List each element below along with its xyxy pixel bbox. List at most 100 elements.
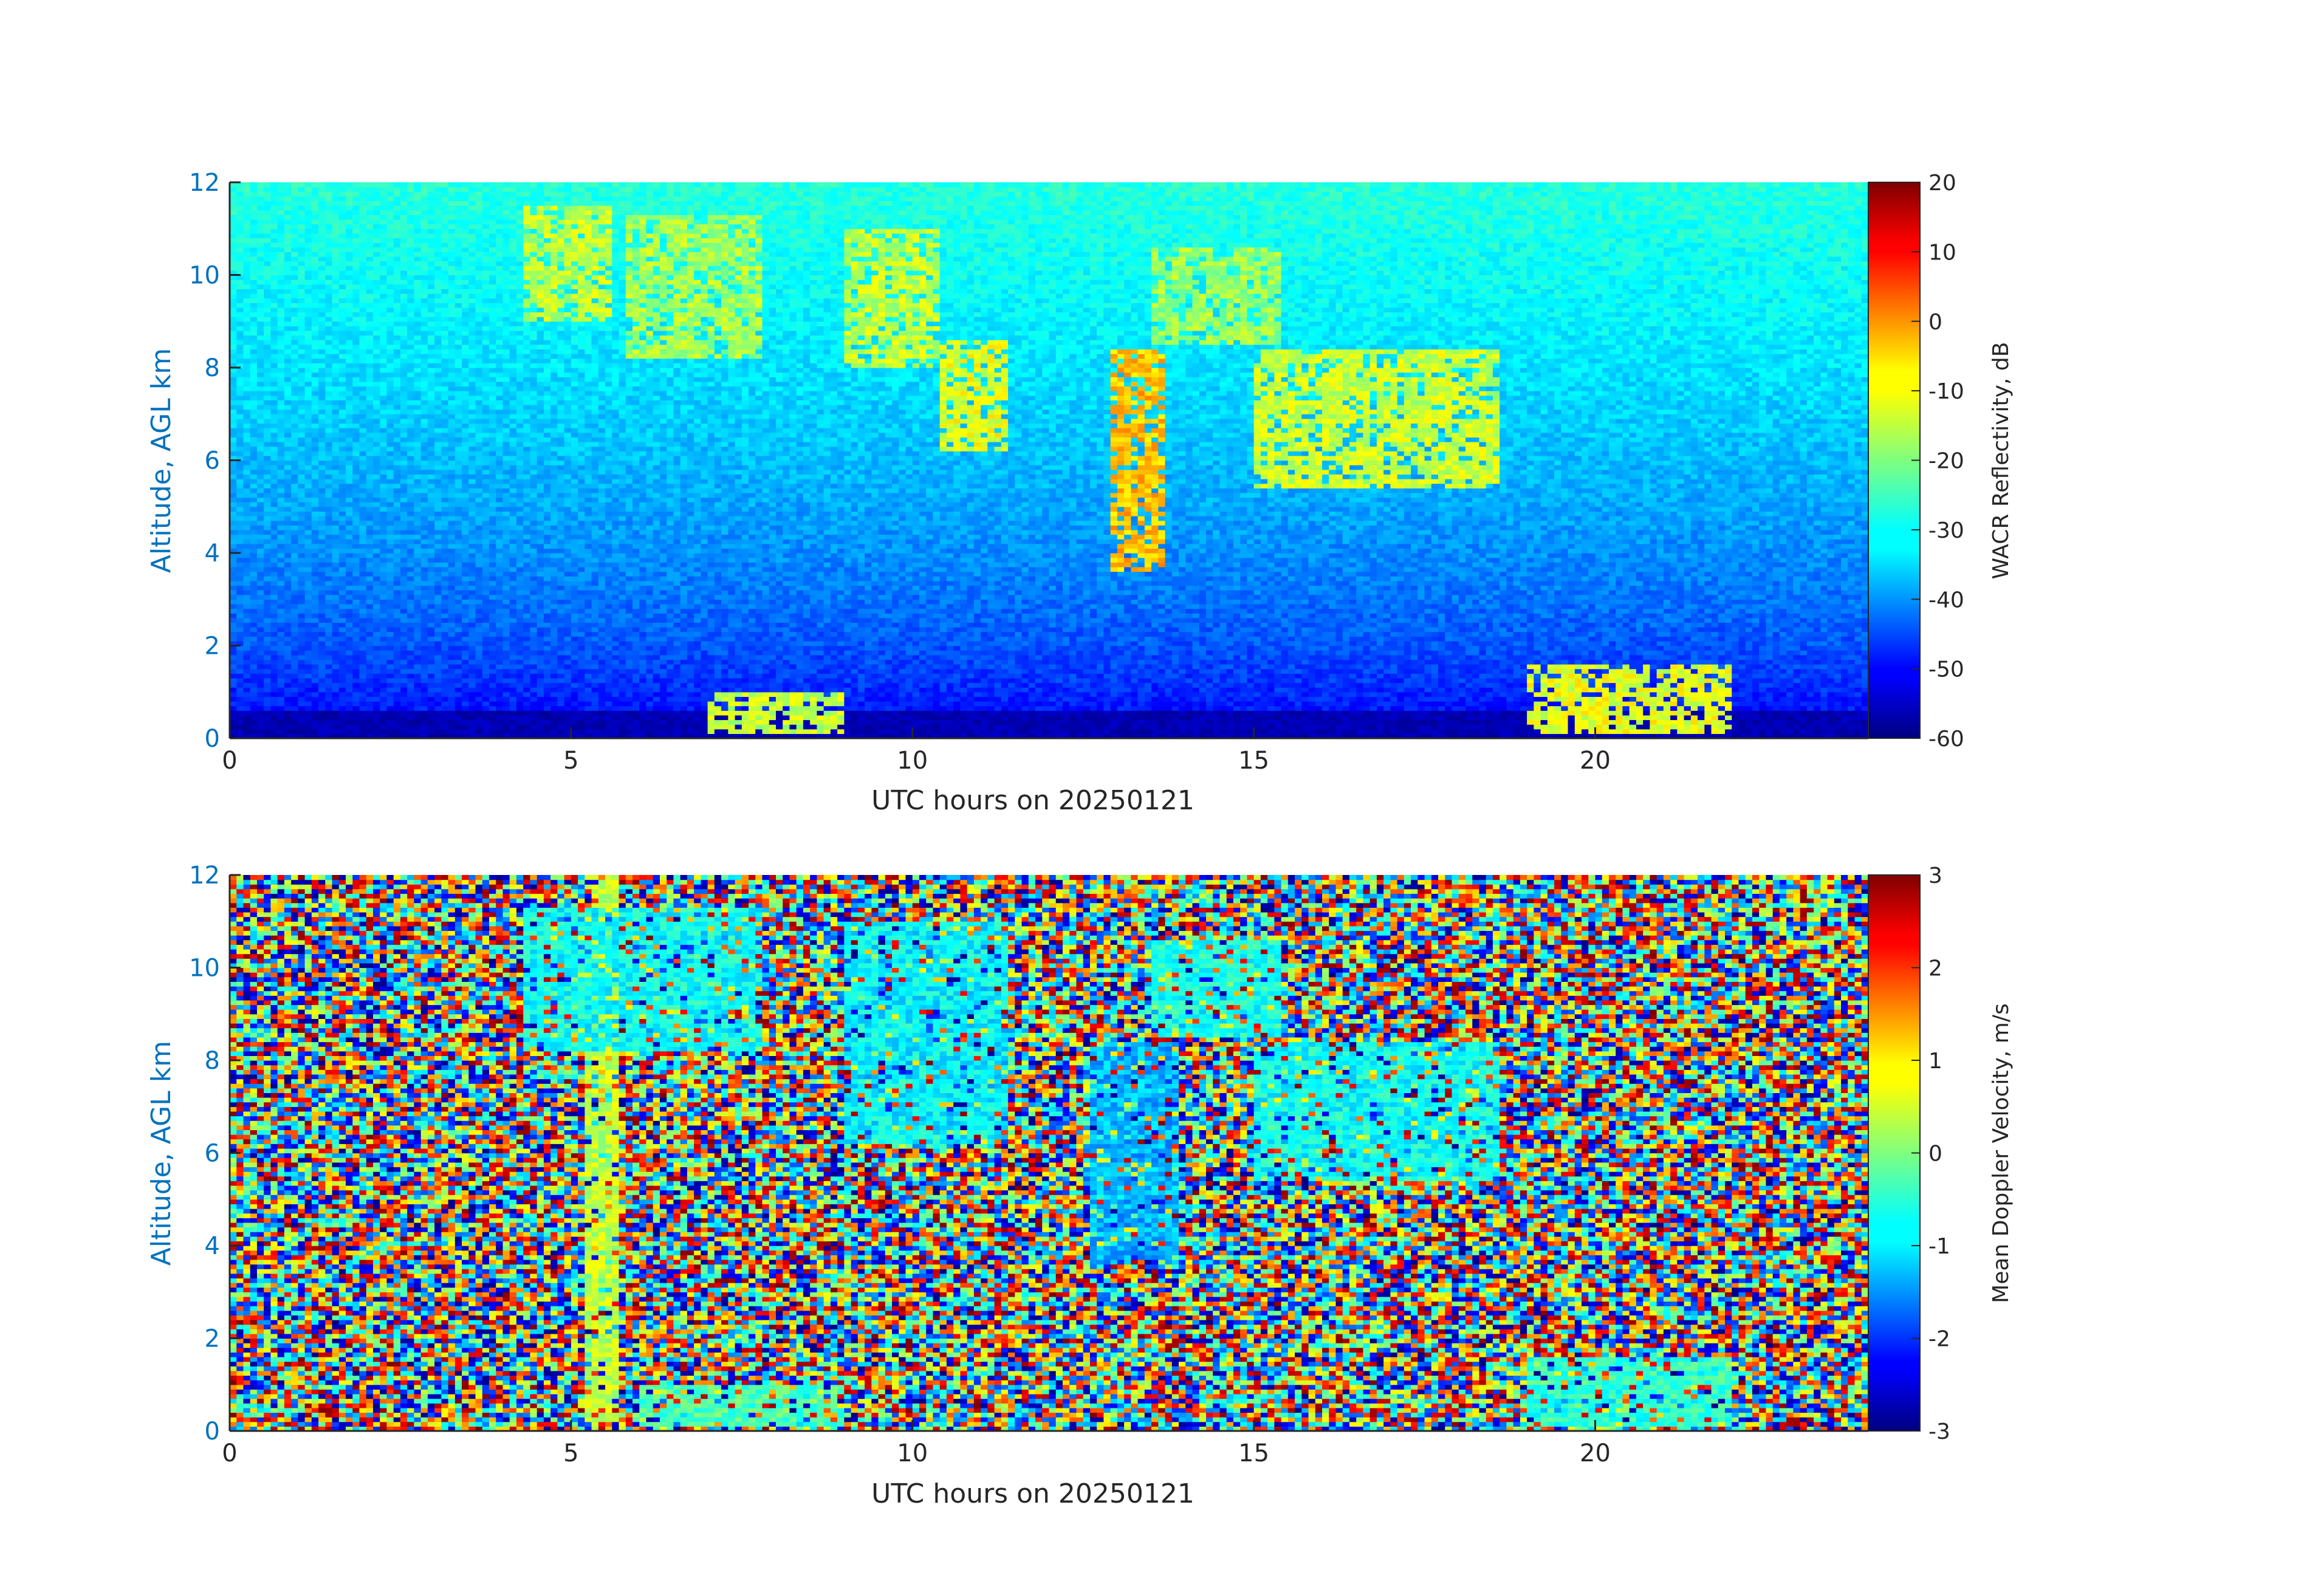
heatmap-cell [667, 696, 674, 701]
heatmap-cell [913, 720, 920, 725]
heatmap-cell [871, 724, 879, 729]
heatmap-cell [1493, 720, 1500, 725]
heatmap-cell [789, 724, 797, 729]
heatmap-cell [564, 701, 572, 706]
heatmap-cell [1677, 720, 1684, 725]
heatmap-cell [776, 724, 783, 729]
heatmap-cell [810, 710, 817, 715]
heatmap-cell [1042, 710, 1049, 715]
heatmap-cell [414, 720, 421, 725]
heatmap-cell [1834, 720, 1842, 725]
heatmap-cell [530, 715, 537, 720]
heatmap-cell [646, 720, 653, 725]
heatmap-cell [1506, 720, 1513, 725]
heatmap-cell [1008, 724, 1015, 729]
heatmap-cell [496, 720, 503, 725]
heatmap-cell [1267, 724, 1275, 729]
heatmap-cell [632, 696, 640, 701]
heatmap-cell [1309, 710, 1316, 715]
heatmap-cell [1274, 729, 1281, 734]
heatmap-cell [243, 729, 250, 734]
heatmap-cell [783, 724, 790, 729]
heatmap-cell [462, 710, 469, 715]
heatmap-cell [544, 710, 551, 715]
heatmap-cell [373, 701, 380, 706]
heatmap-cell [1035, 720, 1043, 725]
heatmap-cell [1076, 701, 1083, 706]
heatmap-cell [339, 706, 346, 711]
heatmap-cell [660, 715, 667, 720]
heatmap-cell [400, 729, 408, 734]
heatmap-cell [940, 724, 947, 729]
heatmap-cell [257, 710, 264, 715]
heatmap-cell [1349, 729, 1357, 734]
heatmap-cell [715, 720, 722, 725]
heatmap-cell [885, 720, 893, 725]
heatmap-cell [1472, 720, 1479, 725]
heatmap-cell [1561, 706, 1568, 711]
heatmap-cell [537, 696, 544, 701]
heatmap-cell [592, 729, 599, 734]
heatmap-cell [510, 720, 517, 725]
heatmap-cell [879, 701, 886, 706]
heatmap-cell [339, 710, 346, 715]
heatmap-cell [414, 729, 421, 734]
heatmap-cell [1862, 701, 1869, 706]
heatmap-cell [749, 715, 756, 720]
heatmap-cell [312, 720, 319, 725]
heatmap-cell [1111, 724, 1118, 729]
heatmap-cell [243, 715, 250, 720]
heatmap-cell [619, 720, 626, 725]
heatmap-cell [1295, 724, 1302, 729]
heatmap-cell [1725, 720, 1732, 725]
heatmap-cell [489, 720, 496, 725]
heatmap-cell [1459, 715, 1466, 720]
heatmap-cell [1425, 724, 1432, 729]
heatmap-cell [1022, 710, 1029, 715]
heatmap-cell [1288, 720, 1295, 725]
heatmap-cell [1704, 715, 1712, 720]
heatmap-cell [680, 720, 688, 725]
heatmap-cell [1622, 710, 1630, 715]
heatmap-cell [632, 701, 640, 706]
heatmap-cell [1773, 729, 1780, 734]
heatmap-cell [270, 710, 278, 715]
heatmap-cell [933, 701, 940, 706]
heatmap-cell [708, 701, 715, 706]
heatmap-cell [1117, 706, 1125, 711]
heatmap-cell [1582, 724, 1589, 729]
heatmap-cell [1664, 720, 1671, 725]
heatmap-cell [715, 715, 722, 720]
heatmap-cell [755, 710, 763, 715]
heatmap-cell [1131, 720, 1138, 725]
heatmap-cell [1363, 701, 1370, 706]
heatmap-cell [919, 710, 927, 715]
heatmap-cell [1622, 706, 1630, 711]
heatmap-cell [530, 720, 537, 725]
heatmap-cell [947, 706, 954, 711]
heatmap-cell [1322, 706, 1329, 711]
heatmap-cell [995, 710, 1002, 715]
heatmap-cell [892, 715, 899, 720]
heatmap-cell [1425, 720, 1432, 725]
heatmap-cell [434, 706, 442, 711]
heatmap-cell [1219, 724, 1227, 729]
heatmap-cell [1063, 729, 1070, 734]
heatmap-cell [366, 701, 374, 706]
heatmap-cell [646, 701, 653, 706]
heatmap-cell [1643, 706, 1650, 711]
heatmap-cell [312, 710, 319, 715]
heatmap-cell [1506, 729, 1513, 734]
heatmap-cell [735, 720, 742, 725]
heatmap-cell [1479, 724, 1486, 729]
heatmap-cell [892, 729, 899, 734]
heatmap-cell [885, 701, 893, 706]
heatmap-cell [530, 701, 537, 706]
heatmap-cell [1254, 715, 1261, 720]
heatmap-cell [660, 710, 667, 715]
heatmap-cell [728, 715, 735, 720]
heatmap-cell [1588, 720, 1596, 725]
heatmap-cell [1008, 701, 1015, 706]
heatmap-cell [612, 696, 619, 701]
heatmap-cell [305, 706, 312, 711]
